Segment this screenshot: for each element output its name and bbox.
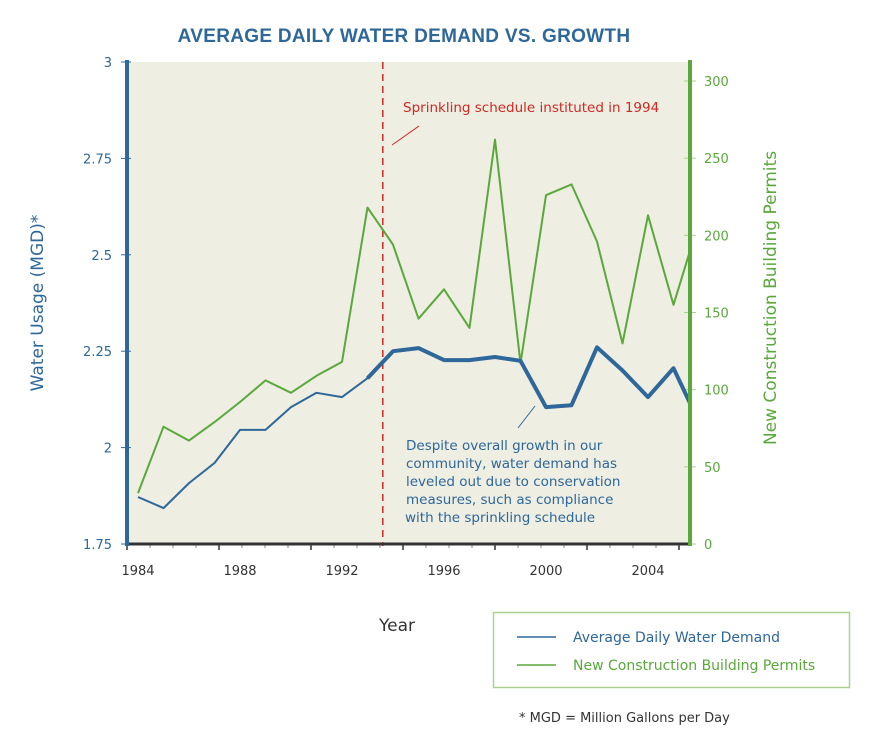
x-axis-ticks: 1984 1988 1992 1996 2000 2004 (121, 544, 680, 579)
conservation-annotation-line: measures, such as compliance (406, 492, 613, 508)
chart-title: AVERAGE DAILY WATER DEMAND VS. GROWTH (178, 26, 631, 47)
left-axis-ticks: 1.75 2 2.25 2.5 2.75 3 (83, 56, 131, 553)
x-axis-label: Year (378, 616, 415, 636)
left-axis-tick-label: 2.25 (83, 345, 112, 360)
left-axis-tick-label: 1.75 (83, 538, 112, 553)
right-axis-tick-label: 150 (704, 307, 729, 322)
right-axis-tick-label: 250 (704, 152, 729, 167)
right-axis-ticks: 0 50 100 150 200 250 300 (684, 75, 729, 553)
x-axis-tick-label: 1984 (121, 564, 154, 579)
left-axis-label: Water Usage (MGD)* (28, 215, 48, 392)
x-axis-tick-label: 1992 (325, 564, 358, 579)
sprinkling-annotation-pointer (391, 125, 420, 146)
right-axis-tick-label: 100 (704, 384, 729, 399)
permits-series-line (137, 138, 690, 494)
conservation-annotation: Despite overall growth in our community,… (405, 438, 620, 526)
legend-label-permits: New Construction Building Permits (573, 658, 815, 674)
conservation-annotation-line: with the sprinkling schedule (405, 510, 595, 526)
x-axis-tick-label: 1996 (427, 564, 460, 579)
x-axis-tick-label: 1988 (223, 564, 256, 579)
right-axis-tick-label: 300 (704, 75, 729, 90)
conservation-annotation-line: leveled out due to conservation (406, 474, 620, 490)
legend-box (492, 611, 851, 689)
x-axis-tick-label: 2004 (631, 564, 664, 579)
left-axis-tick-label: 2.75 (83, 152, 112, 167)
water-demand-series-line-emphasis (366, 345, 690, 410)
conservation-annotation-line: Despite overall growth in our (406, 438, 603, 454)
right-axis-tick-label: 50 (704, 461, 721, 476)
legend: Average Daily Water Demand New Construct… (492, 611, 851, 689)
x-axis-tick-label: 2000 (529, 564, 562, 579)
sprinkling-annotation: Sprinkling schedule instituted in 1994 (403, 100, 659, 116)
right-axis-tick-label: 200 (704, 229, 729, 244)
plot-area (127, 62, 690, 544)
left-axis-tick-label: 3 (104, 56, 112, 71)
left-axis-tick-label: 2 (104, 442, 112, 457)
conservation-annotation-line: community, water demand has (406, 456, 617, 472)
conservation-annotation-pointer (517, 405, 536, 429)
left-axis-tick-label: 2.5 (91, 249, 112, 264)
footnote: * MGD = Million Gallons per Day (519, 711, 730, 726)
legend-label-water-demand: Average Daily Water Demand (573, 630, 780, 646)
right-axis-label: New Construction Building Permits (761, 151, 781, 445)
right-axis-tick-label: 0 (704, 538, 712, 553)
